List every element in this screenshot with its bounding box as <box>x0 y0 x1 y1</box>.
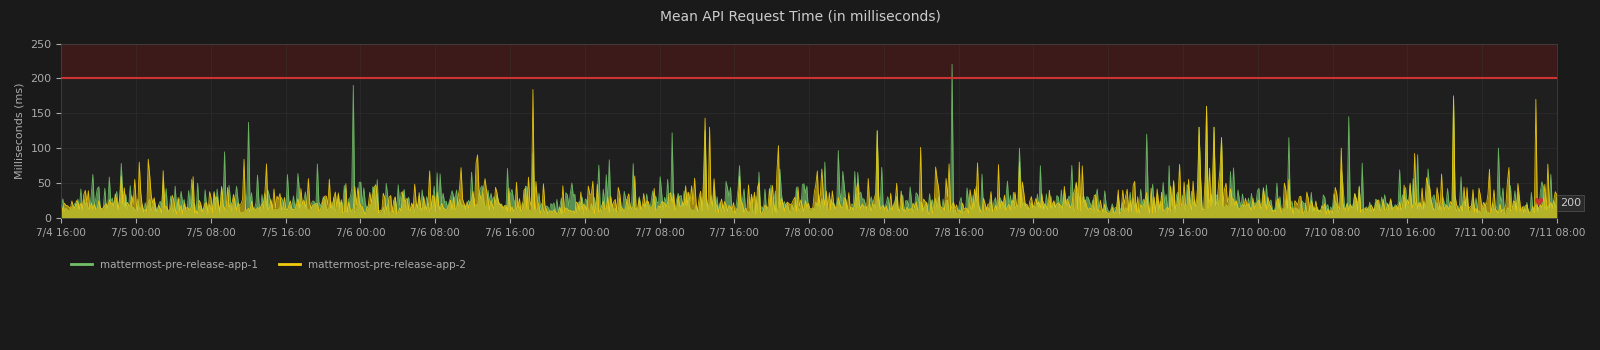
Legend: mattermost-pre-release-app-1, mattermost-pre-release-app-2: mattermost-pre-release-app-1, mattermost… <box>67 256 470 274</box>
Text: ♥: ♥ <box>1534 198 1544 208</box>
Y-axis label: Milliseconds (ms): Milliseconds (ms) <box>14 83 26 179</box>
Bar <box>61 43 1557 78</box>
Text: 200: 200 <box>1560 198 1581 208</box>
Text: Mean API Request Time (in milliseconds): Mean API Request Time (in milliseconds) <box>659 10 941 25</box>
